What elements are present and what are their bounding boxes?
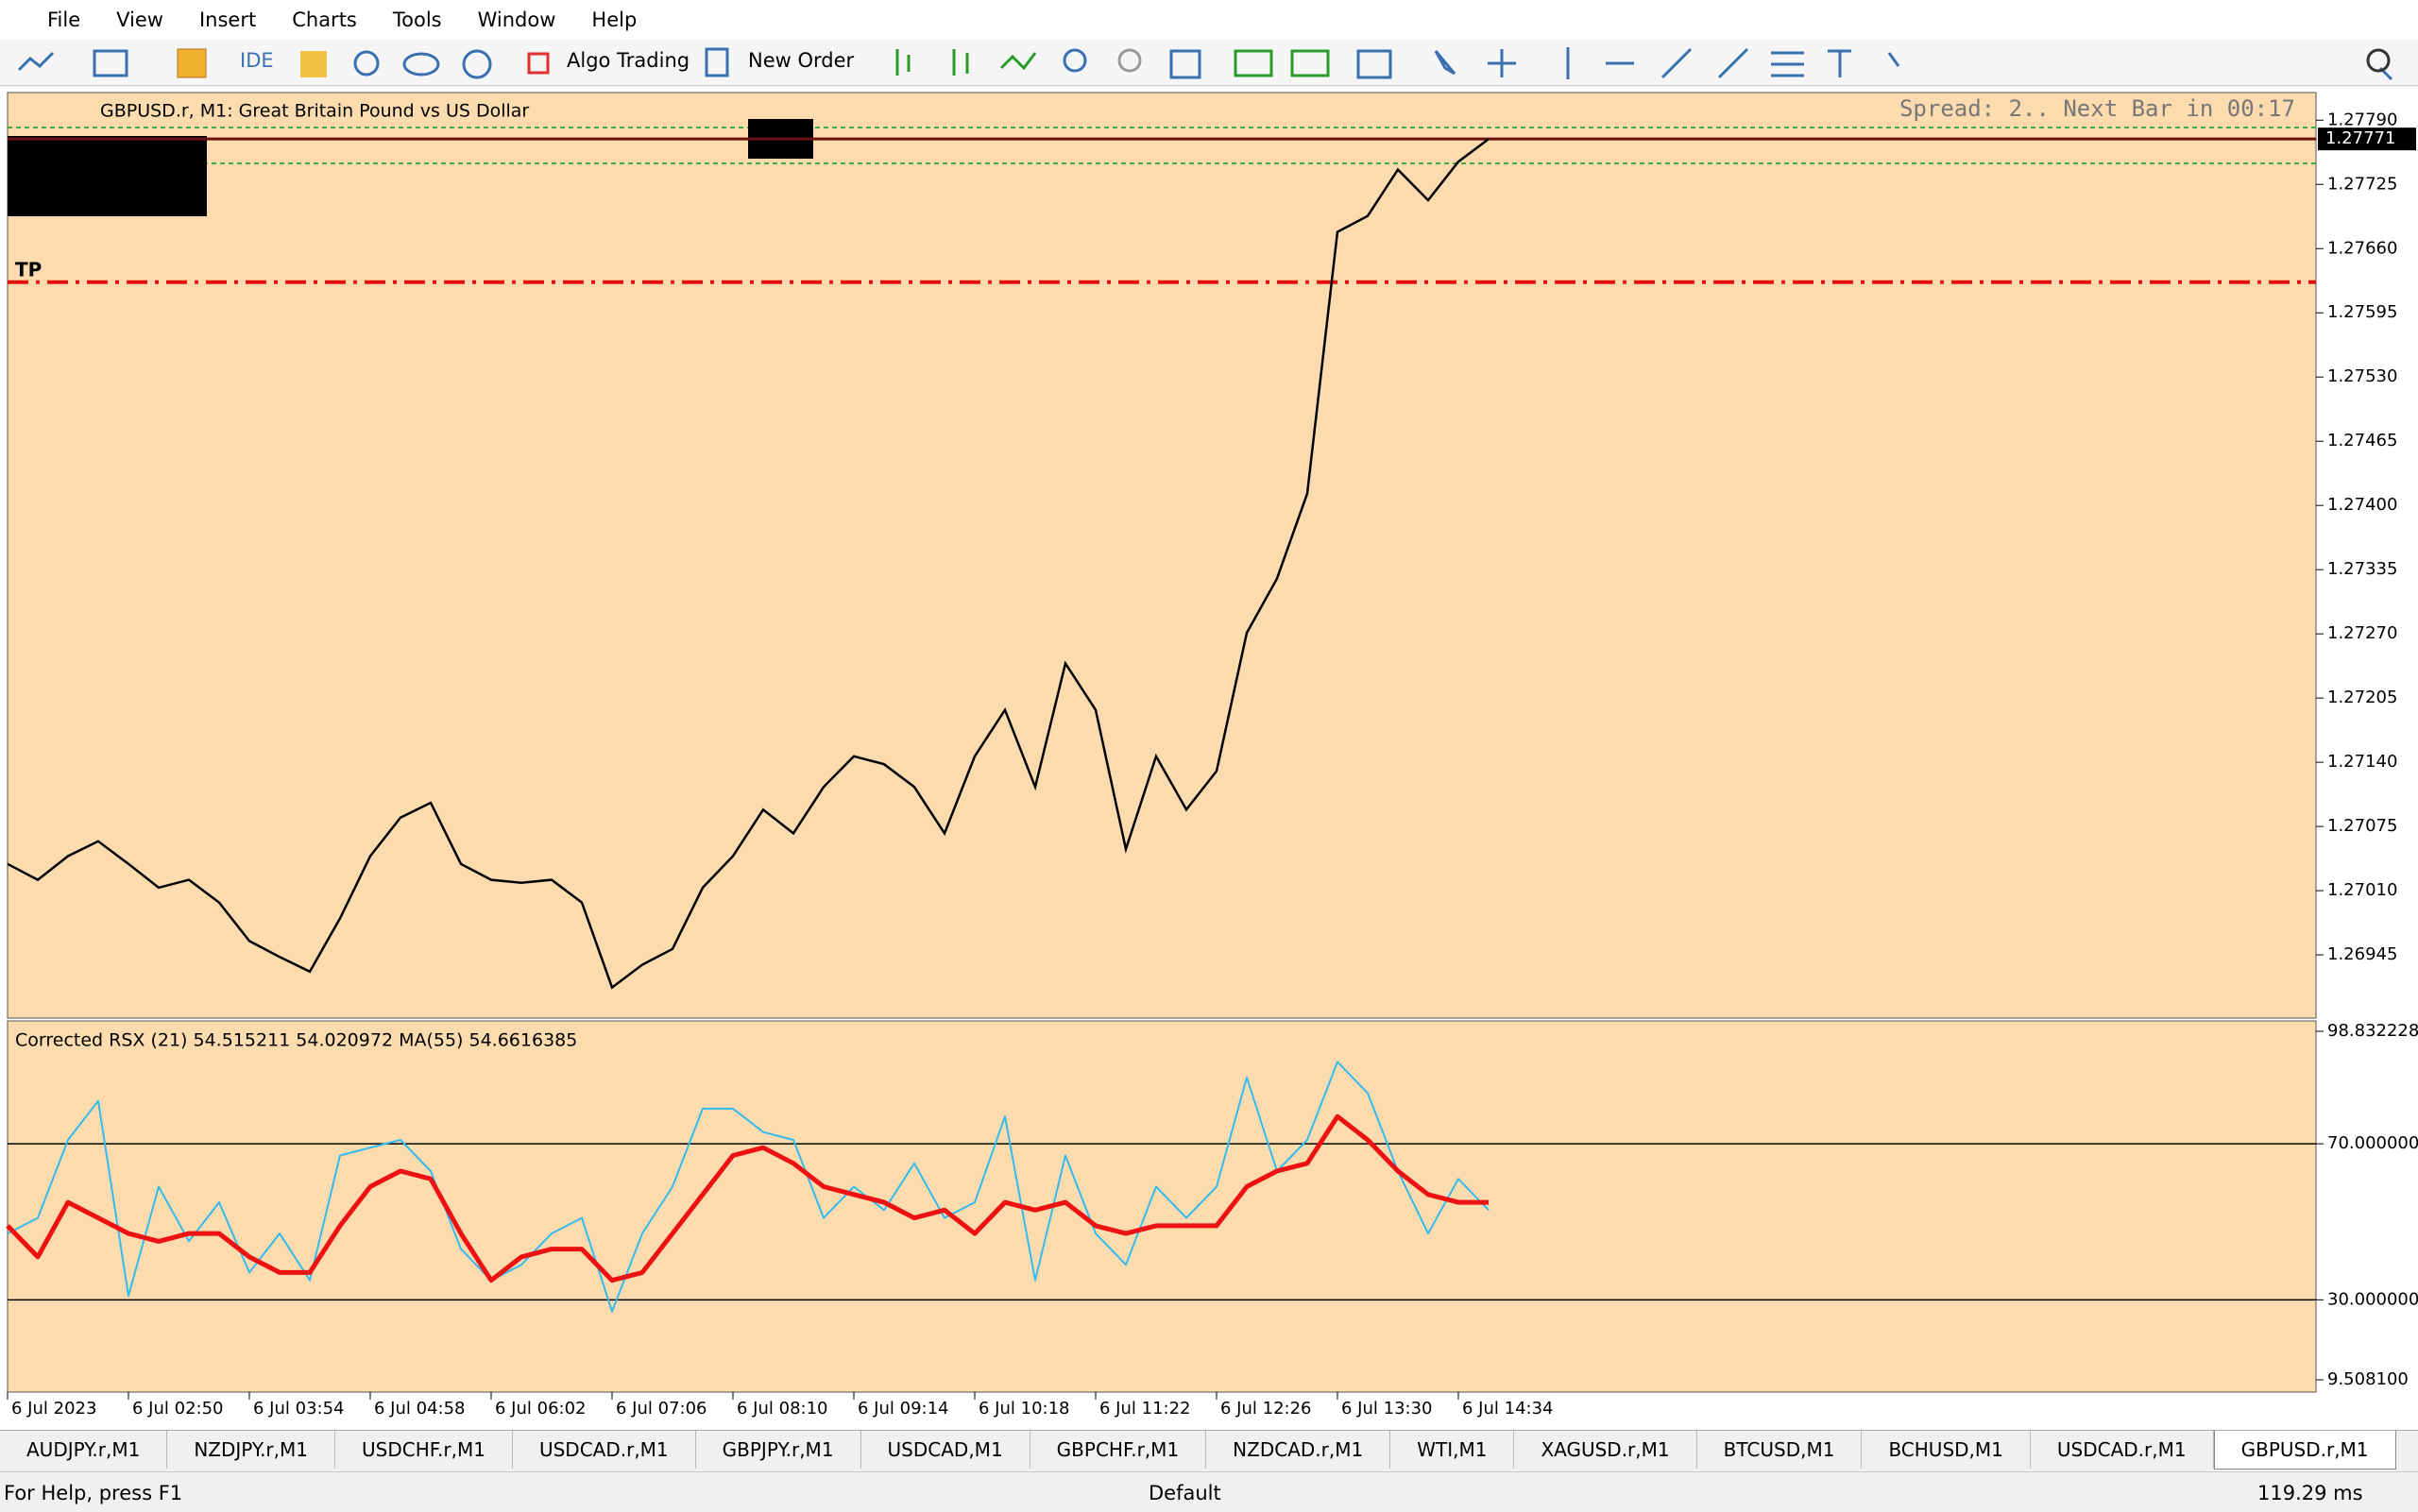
status-bar: For Help, press F1 Default 119.29 ms bbox=[0, 1471, 2418, 1512]
y-tick-label: 70.000000 bbox=[2327, 1133, 2418, 1153]
x-tick-label: 6 Jul 07:06 bbox=[616, 1399, 707, 1419]
spread-info: Spread: 2.. Next Bar in 00:17 bbox=[1899, 95, 2295, 122]
indicator-pane bbox=[7, 1020, 2317, 1393]
y-tick-label: 1.27335 bbox=[2327, 559, 2397, 579]
x-tick-label: 6 Jul 13:30 bbox=[1341, 1399, 1433, 1419]
x-tick-label: 6 Jul 02:50 bbox=[132, 1399, 224, 1419]
new-order-button[interactable]: New Order bbox=[748, 49, 855, 72]
indicator-line bbox=[6, 1113, 1489, 1283]
x-tick-label: 6 Jul 10:18 bbox=[979, 1399, 1070, 1419]
toolbar: IDE Algo Trading New Order bbox=[0, 40, 2418, 86]
y-tick-label: 1.27270 bbox=[2327, 623, 2397, 643]
chart-tab[interactable]: GBPUSD.r,M1 bbox=[2213, 1431, 2396, 1470]
chart-tabs: AUDJPY.r,M1 NZDJPY.r,M1 USDCHF.r,M1 USDCAD.… bbox=[0, 1430, 2418, 1470]
y-tick-label: 1.27660 bbox=[2327, 238, 2397, 258]
bid-tag bbox=[2318, 127, 2416, 151]
chart-tab[interactable]: GBPJPY.r,M1 bbox=[696, 1431, 861, 1469]
y-tick-label: 30.000000 bbox=[2327, 1289, 2418, 1309]
chart-tab[interactable]: NZDJPY.r,M1 bbox=[167, 1431, 335, 1469]
indicator-line bbox=[7, 1061, 1490, 1313]
ide-button[interactable]: IDE bbox=[240, 49, 274, 72]
price-pane bbox=[7, 92, 2317, 1019]
menu-item[interactable]: Window bbox=[477, 8, 556, 31]
x-tick-label: 6 Jul 08:10 bbox=[737, 1399, 828, 1419]
menu-item[interactable]: Charts bbox=[292, 8, 357, 31]
chart-tab[interactable]: USDCAD.r,M1 bbox=[513, 1431, 696, 1469]
y-tick-label: 1.27205 bbox=[2327, 688, 2397, 707]
ping: 119.29 ms bbox=[2257, 1482, 2363, 1504]
chart-tab[interactable]: USDCAD.r,M1 bbox=[2031, 1431, 2214, 1469]
chart-tab[interactable]: GBPCHF.r,M1 bbox=[1030, 1431, 1207, 1469]
x-tick-label: 6 Jul 2023 bbox=[11, 1399, 96, 1419]
chart-tab[interactable]: EURUS bbox=[2396, 1431, 2418, 1469]
menu-item[interactable]: View bbox=[116, 8, 163, 31]
x-tick-label: 6 Jul 03:54 bbox=[253, 1399, 345, 1419]
y-tick-label: 1.27075 bbox=[2327, 816, 2397, 836]
y-tick-label: 1.27790 bbox=[2327, 110, 2397, 129]
chart-tab[interactable]: NZDCAD.r,M1 bbox=[1206, 1431, 1391, 1469]
y-tick-label: 1.27140 bbox=[2327, 752, 2397, 772]
bid-label: 1.27771 bbox=[2325, 128, 2395, 148]
menu-item[interactable]: Tools bbox=[392, 8, 442, 31]
chart-tab[interactable]: USDCHF.r,M1 bbox=[335, 1431, 513, 1469]
y-tick-label: 1.27725 bbox=[2327, 174, 2397, 194]
chart-tab[interactable]: XAGUSD.r,M1 bbox=[1514, 1431, 1697, 1469]
chart-tab[interactable]: BTCUSD,M1 bbox=[1697, 1431, 1863, 1469]
chart-tab[interactable]: AUDJPY.r,M1 bbox=[0, 1431, 168, 1469]
chart-tab[interactable]: BCHUSD,M1 bbox=[1862, 1431, 2031, 1469]
trade-panel bbox=[8, 136, 207, 216]
y-tick-label: 98.832228 bbox=[2327, 1021, 2418, 1041]
y-tick-label: 9.508100 bbox=[2327, 1369, 2409, 1389]
chart-tab[interactable]: USDCAD,M1 bbox=[861, 1431, 1030, 1469]
menu-item[interactable]: Help bbox=[591, 8, 638, 31]
toolbar-icons bbox=[17, 47, 2393, 81]
y-tick-label: 1.27595 bbox=[2327, 302, 2397, 322]
menu-item[interactable]: File bbox=[47, 8, 81, 31]
chart-window: GBPUSD.r, M1: Great Britain Pound vs US … bbox=[0, 87, 2418, 1430]
x-tick-label: 6 Jul 11:22 bbox=[1099, 1399, 1191, 1419]
x-tick-label: 6 Jul 06:02 bbox=[495, 1399, 587, 1419]
help-text: For Help, press F1 bbox=[4, 1482, 183, 1504]
chart-title: GBPUSD.r, M1: Great Britain Pound vs US … bbox=[100, 101, 529, 122]
price-line bbox=[7, 138, 1490, 990]
chart-tab[interactable]: WTI,M1 bbox=[1390, 1431, 1515, 1469]
take-profit-label: TP bbox=[15, 258, 42, 280]
indicator-title: Corrected RSX (21) 54.515211 54.020972 M… bbox=[15, 1030, 577, 1051]
algo-trading-button[interactable]: Algo Trading bbox=[567, 49, 690, 72]
menu-bar: File View Insert Charts Tools Window Help bbox=[0, 0, 2418, 40]
y-tick-label: 1.27010 bbox=[2327, 880, 2397, 900]
y-tick-label: 1.26945 bbox=[2327, 944, 2397, 964]
y-tick-label: 1.27400 bbox=[2327, 495, 2397, 515]
x-tick-label: 6 Jul 09:14 bbox=[858, 1399, 949, 1419]
menu-item[interactable]: Insert bbox=[198, 8, 257, 31]
profile: Default bbox=[1149, 1482, 1221, 1504]
x-tick-label: 6 Jul 14:34 bbox=[1462, 1399, 1554, 1419]
x-tick-label: 6 Jul 04:58 bbox=[374, 1399, 466, 1419]
x-tick-label: 6 Jul 12:26 bbox=[1220, 1399, 1312, 1419]
y-tick-label: 1.27465 bbox=[2327, 431, 2397, 450]
y-tick-label: 1.27530 bbox=[2327, 366, 2397, 386]
